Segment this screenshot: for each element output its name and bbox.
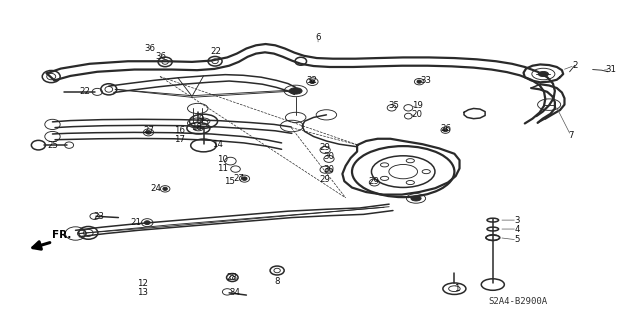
Text: 11: 11 <box>217 164 228 173</box>
Text: 34: 34 <box>229 288 241 297</box>
Text: 3: 3 <box>515 216 520 225</box>
Circle shape <box>289 88 302 94</box>
Text: 1: 1 <box>454 284 459 293</box>
Text: 5: 5 <box>515 235 520 244</box>
Ellipse shape <box>310 80 315 84</box>
Text: FR.: FR. <box>52 230 72 240</box>
Text: 4: 4 <box>515 225 520 234</box>
Text: 35: 35 <box>388 101 399 110</box>
Text: 27: 27 <box>143 126 154 135</box>
Text: 30: 30 <box>323 152 335 161</box>
Text: 9: 9 <box>199 115 204 124</box>
Text: 22: 22 <box>79 87 91 96</box>
Text: 10: 10 <box>217 155 228 164</box>
Circle shape <box>538 71 548 77</box>
Ellipse shape <box>242 177 247 181</box>
Text: 16: 16 <box>173 126 185 135</box>
Text: 23: 23 <box>93 212 104 221</box>
Text: 22: 22 <box>210 47 221 56</box>
Text: 17: 17 <box>173 135 185 144</box>
Text: 29: 29 <box>320 143 330 152</box>
Text: 8: 8 <box>275 277 280 286</box>
Ellipse shape <box>145 221 150 225</box>
Text: 13: 13 <box>136 288 148 297</box>
Text: 21: 21 <box>131 218 142 227</box>
Text: 18: 18 <box>191 123 202 132</box>
Circle shape <box>411 196 421 201</box>
Text: 29: 29 <box>320 175 330 184</box>
Text: 20: 20 <box>412 110 423 119</box>
Text: 33: 33 <box>420 76 431 85</box>
Text: 26: 26 <box>440 124 451 133</box>
Text: 7: 7 <box>568 131 573 140</box>
Ellipse shape <box>325 168 333 173</box>
Text: 32: 32 <box>307 76 318 85</box>
Text: 15: 15 <box>223 177 235 186</box>
Text: 36: 36 <box>156 52 167 61</box>
Text: 2: 2 <box>572 61 577 70</box>
Text: 24: 24 <box>150 184 161 193</box>
Text: 29: 29 <box>369 177 379 186</box>
Text: 25: 25 <box>47 141 58 150</box>
Text: 14: 14 <box>212 140 223 149</box>
Ellipse shape <box>163 187 168 190</box>
Ellipse shape <box>417 80 422 83</box>
Text: S2A4-B2900A: S2A4-B2900A <box>489 297 548 306</box>
Text: 12: 12 <box>136 279 148 288</box>
Text: 36: 36 <box>144 44 156 53</box>
Text: 19: 19 <box>412 101 422 110</box>
Ellipse shape <box>443 129 448 132</box>
Text: 28: 28 <box>227 273 238 282</box>
Text: 30: 30 <box>323 165 335 174</box>
Text: 27: 27 <box>233 174 244 182</box>
Ellipse shape <box>146 131 151 134</box>
Text: 31: 31 <box>605 65 616 74</box>
Text: 6: 6 <box>316 33 321 42</box>
